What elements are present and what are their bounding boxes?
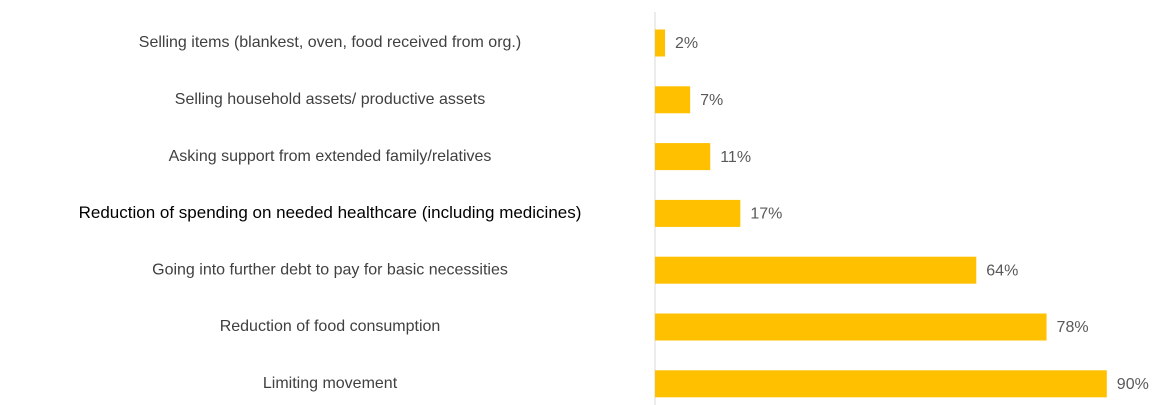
value-label: 2% [675,35,698,52]
value-label: 11% [720,149,751,166]
bar [655,143,711,171]
bar [655,256,977,284]
bar [655,370,1107,398]
category-label: Going into further debt to pay for basic… [152,261,508,278]
value-label: 17% [750,206,782,223]
bar [655,313,1047,341]
value-label: 7% [700,92,723,109]
bar [655,86,691,114]
category-label: Selling household assets/ productive ass… [175,91,485,108]
category-label: Asking support from extended family/rela… [169,148,492,165]
category-label: Limiting movement [263,375,398,392]
bar [655,29,666,57]
category-label: Selling items (blankest, oven, food rece… [139,34,521,51]
category-label: Reduction of spending on needed healthca… [79,203,582,222]
bar [655,199,741,227]
category-label: Reduction of food consumption [220,318,441,335]
value-label: 64% [986,262,1018,279]
value-label: 90% [1117,376,1149,393]
value-label: 78% [1057,319,1089,336]
